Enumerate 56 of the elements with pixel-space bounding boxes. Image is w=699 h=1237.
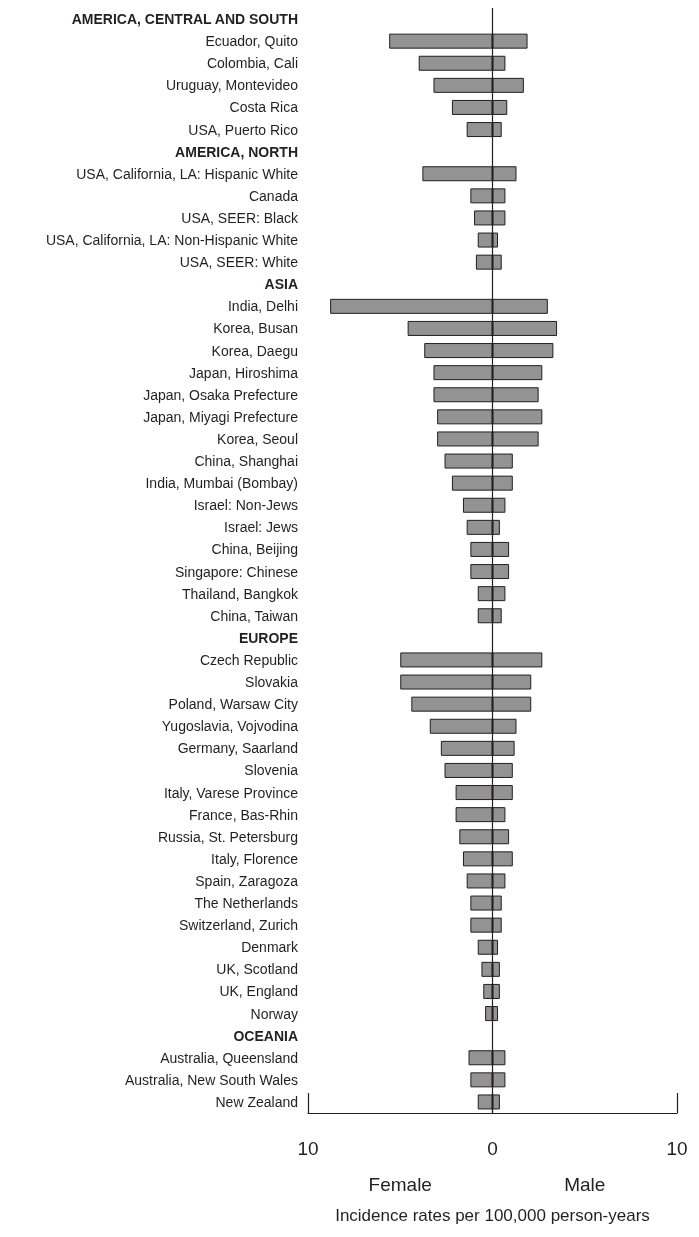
y-tick-label: Australia, New South Wales [125,1071,298,1088]
x-tick-label: 0 [487,1138,498,1159]
y-tick-label: Israel: Jews [224,519,298,536]
y-tick-label: AMERICA, CENTRAL AND SOUTH [71,11,298,28]
y-tick-label: Korea, Seoul [217,430,298,447]
y-tick-label: Canada [248,187,299,204]
y-tick-label: EUROPE [238,629,298,646]
y-tick-label: China, Beijing [211,541,298,558]
y-tick-label: Czech Republic [199,651,298,668]
y-tick-label: Switzerland, Zurich [178,917,298,934]
x-tick-label: 10 [297,1138,319,1159]
y-tick-label: Denmark [241,939,299,956]
y-tick-label: Germany, Saarland [177,740,298,757]
y-tick-label: USA, SEER: Black [181,209,299,226]
y-tick-label: ASIA [264,276,298,293]
y-tick-label: Slovakia [245,674,299,691]
y-tick-label: Singapore: Chinese [175,563,299,580]
y-tick-label: Korea, Daegu [211,342,298,359]
y-tick-label: Australia, Queensland [160,1049,298,1066]
y-tick-label: China, Taiwan [210,607,298,624]
y-tick-label: Poland, Warsaw City [168,696,298,713]
y-tick-label: Yugoslavia, Vojvodina [161,718,299,735]
y-tick-label: The Netherlands [194,895,298,912]
y-tick-label: Italy, Varese Province [163,784,299,801]
y-tick-label: Russia, St. Petersburg [157,828,298,845]
y-tick-label: Ecuador, Quito [205,33,299,50]
y-tick-label: UK, England [219,983,298,1000]
y-tick-label: Israel: Non-Jews [193,497,298,514]
text: Male [564,1173,606,1195]
y-tick-label: AMERICA, NORTH [175,143,298,160]
y-tick-label: Costa Rica [229,99,299,116]
x-axis-title: Incidence rates per 100,000 person-years [335,1206,650,1225]
y-tick-label: New Zealand [215,1093,298,1110]
y-tick-label: USA, Puerto Rico [188,121,299,138]
y-tick-label: Japan, Miyagi Prefecture [143,408,299,425]
x-tick-label: 10 [666,1138,688,1159]
y-tick-label: India, Delhi [227,298,298,315]
y-tick-label: China, Shanghai [194,453,298,470]
y-tick-label: USA, SEER: White [179,254,299,271]
y-tick-label: Norway [250,1005,298,1022]
text: Female [368,1173,432,1195]
y-tick-label: UK, Scotland [216,961,298,978]
y-tick-label: Korea, Busan [213,320,298,337]
y-tick-label: Slovenia [244,762,299,779]
y-tick-label: OCEANIA [233,1027,298,1044]
y-tick-label: USA, California, LA: Non-Hispanic White [45,232,299,249]
y-tick-label: France, Bas-Rhin [189,806,298,823]
y-tick-label: Colombia, Cali [206,55,298,72]
y-tick-label: Italy, Florence [211,850,299,867]
y-tick-label: India, Mumbai (Bombay) [145,475,298,492]
y-tick-label: Japan, Osaka Prefecture [143,386,299,403]
y-tick-label: USA, California, LA: Hispanic White [76,165,299,182]
y-tick-label: Japan, Hiroshima [189,364,299,381]
y-tick-label: Uruguay, Montevideo [165,77,299,94]
y-tick-label: Spain, Zaragoza [195,872,299,889]
y-tick-label: Thailand, Bangkok [182,585,299,602]
